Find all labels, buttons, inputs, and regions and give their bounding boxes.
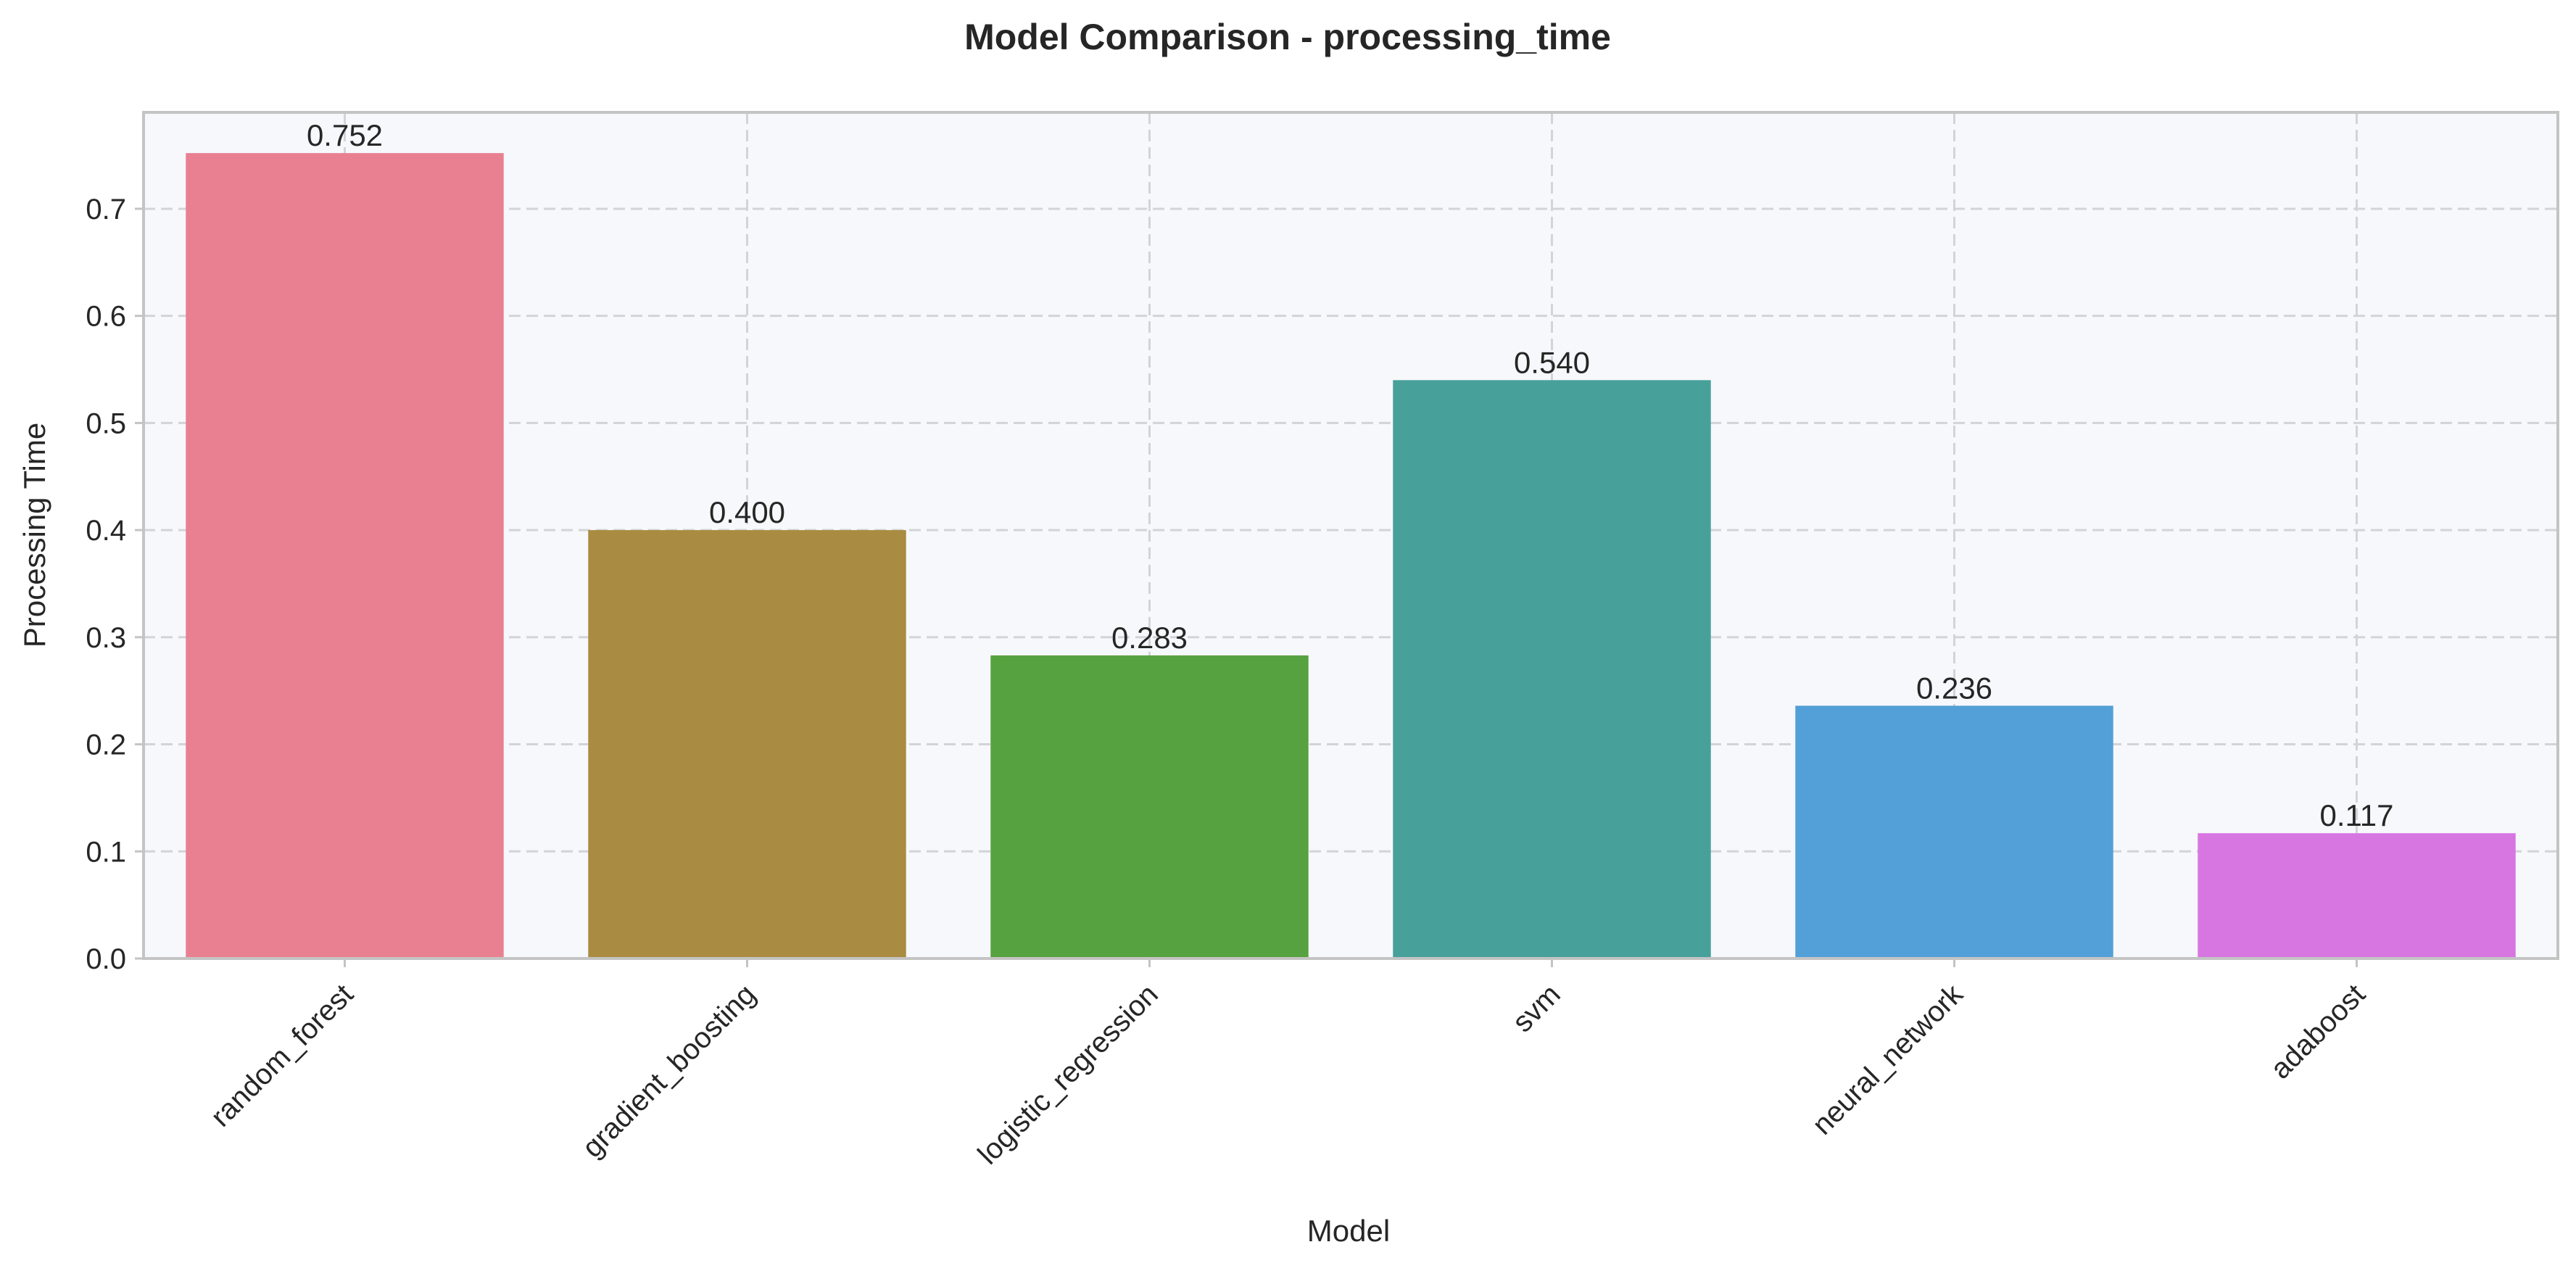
x-tick-label: random_forest xyxy=(204,978,359,1133)
y-axis-label: Processing Time xyxy=(17,423,51,647)
y-tick-label: 0.0 xyxy=(86,943,126,975)
plot-frame xyxy=(142,111,2559,960)
plot-area xyxy=(144,112,2558,959)
bar-value-label: 0.400 xyxy=(709,495,785,529)
y-tick-label: 0.6 xyxy=(86,301,126,333)
chart-title: Model Comparison - processing_time xyxy=(964,17,1611,57)
x-axis-label: Model xyxy=(1307,1214,1390,1248)
x-axis-ticks: random_forest gradient_boosting logistic_r… xyxy=(204,959,2372,1171)
y-tick-label: 0.2 xyxy=(86,729,126,761)
bar-value-label: 0.117 xyxy=(2320,798,2394,832)
bar xyxy=(186,153,504,959)
bar-value-label: 0.752 xyxy=(307,118,383,152)
bar-value-label: 0.540 xyxy=(1514,345,1590,379)
x-tick-label: logistic_regression xyxy=(972,978,1164,1170)
x-tick-label: adaboost xyxy=(2264,978,2371,1085)
y-axis-ticks: 0.0 0.1 0.2 0.3 0.4 0.5 0.6 0.7 xyxy=(86,194,144,975)
bar xyxy=(2198,833,2516,959)
bar xyxy=(1795,705,2113,959)
bars: 0.752 0.400 0.283 0.540 0.236 0.117 xyxy=(186,118,2516,959)
bar-value-label: 0.283 xyxy=(1111,621,1188,655)
y-tick-label: 0.7 xyxy=(86,194,126,225)
y-tick-label: 0.5 xyxy=(86,407,126,439)
bar xyxy=(588,530,906,959)
bar-value-label: 0.236 xyxy=(1916,671,1992,705)
x-tick-label: gradient_boosting xyxy=(576,978,762,1164)
bar xyxy=(1393,380,1711,959)
bar xyxy=(990,655,1309,959)
y-tick-label: 0.1 xyxy=(86,836,126,868)
grid-lines xyxy=(144,112,2558,959)
y-tick-label: 0.4 xyxy=(86,515,126,547)
x-tick-label: neural_network xyxy=(1806,978,1969,1141)
y-tick-label: 0.3 xyxy=(86,622,126,654)
x-tick-label: svm xyxy=(1507,978,1567,1038)
